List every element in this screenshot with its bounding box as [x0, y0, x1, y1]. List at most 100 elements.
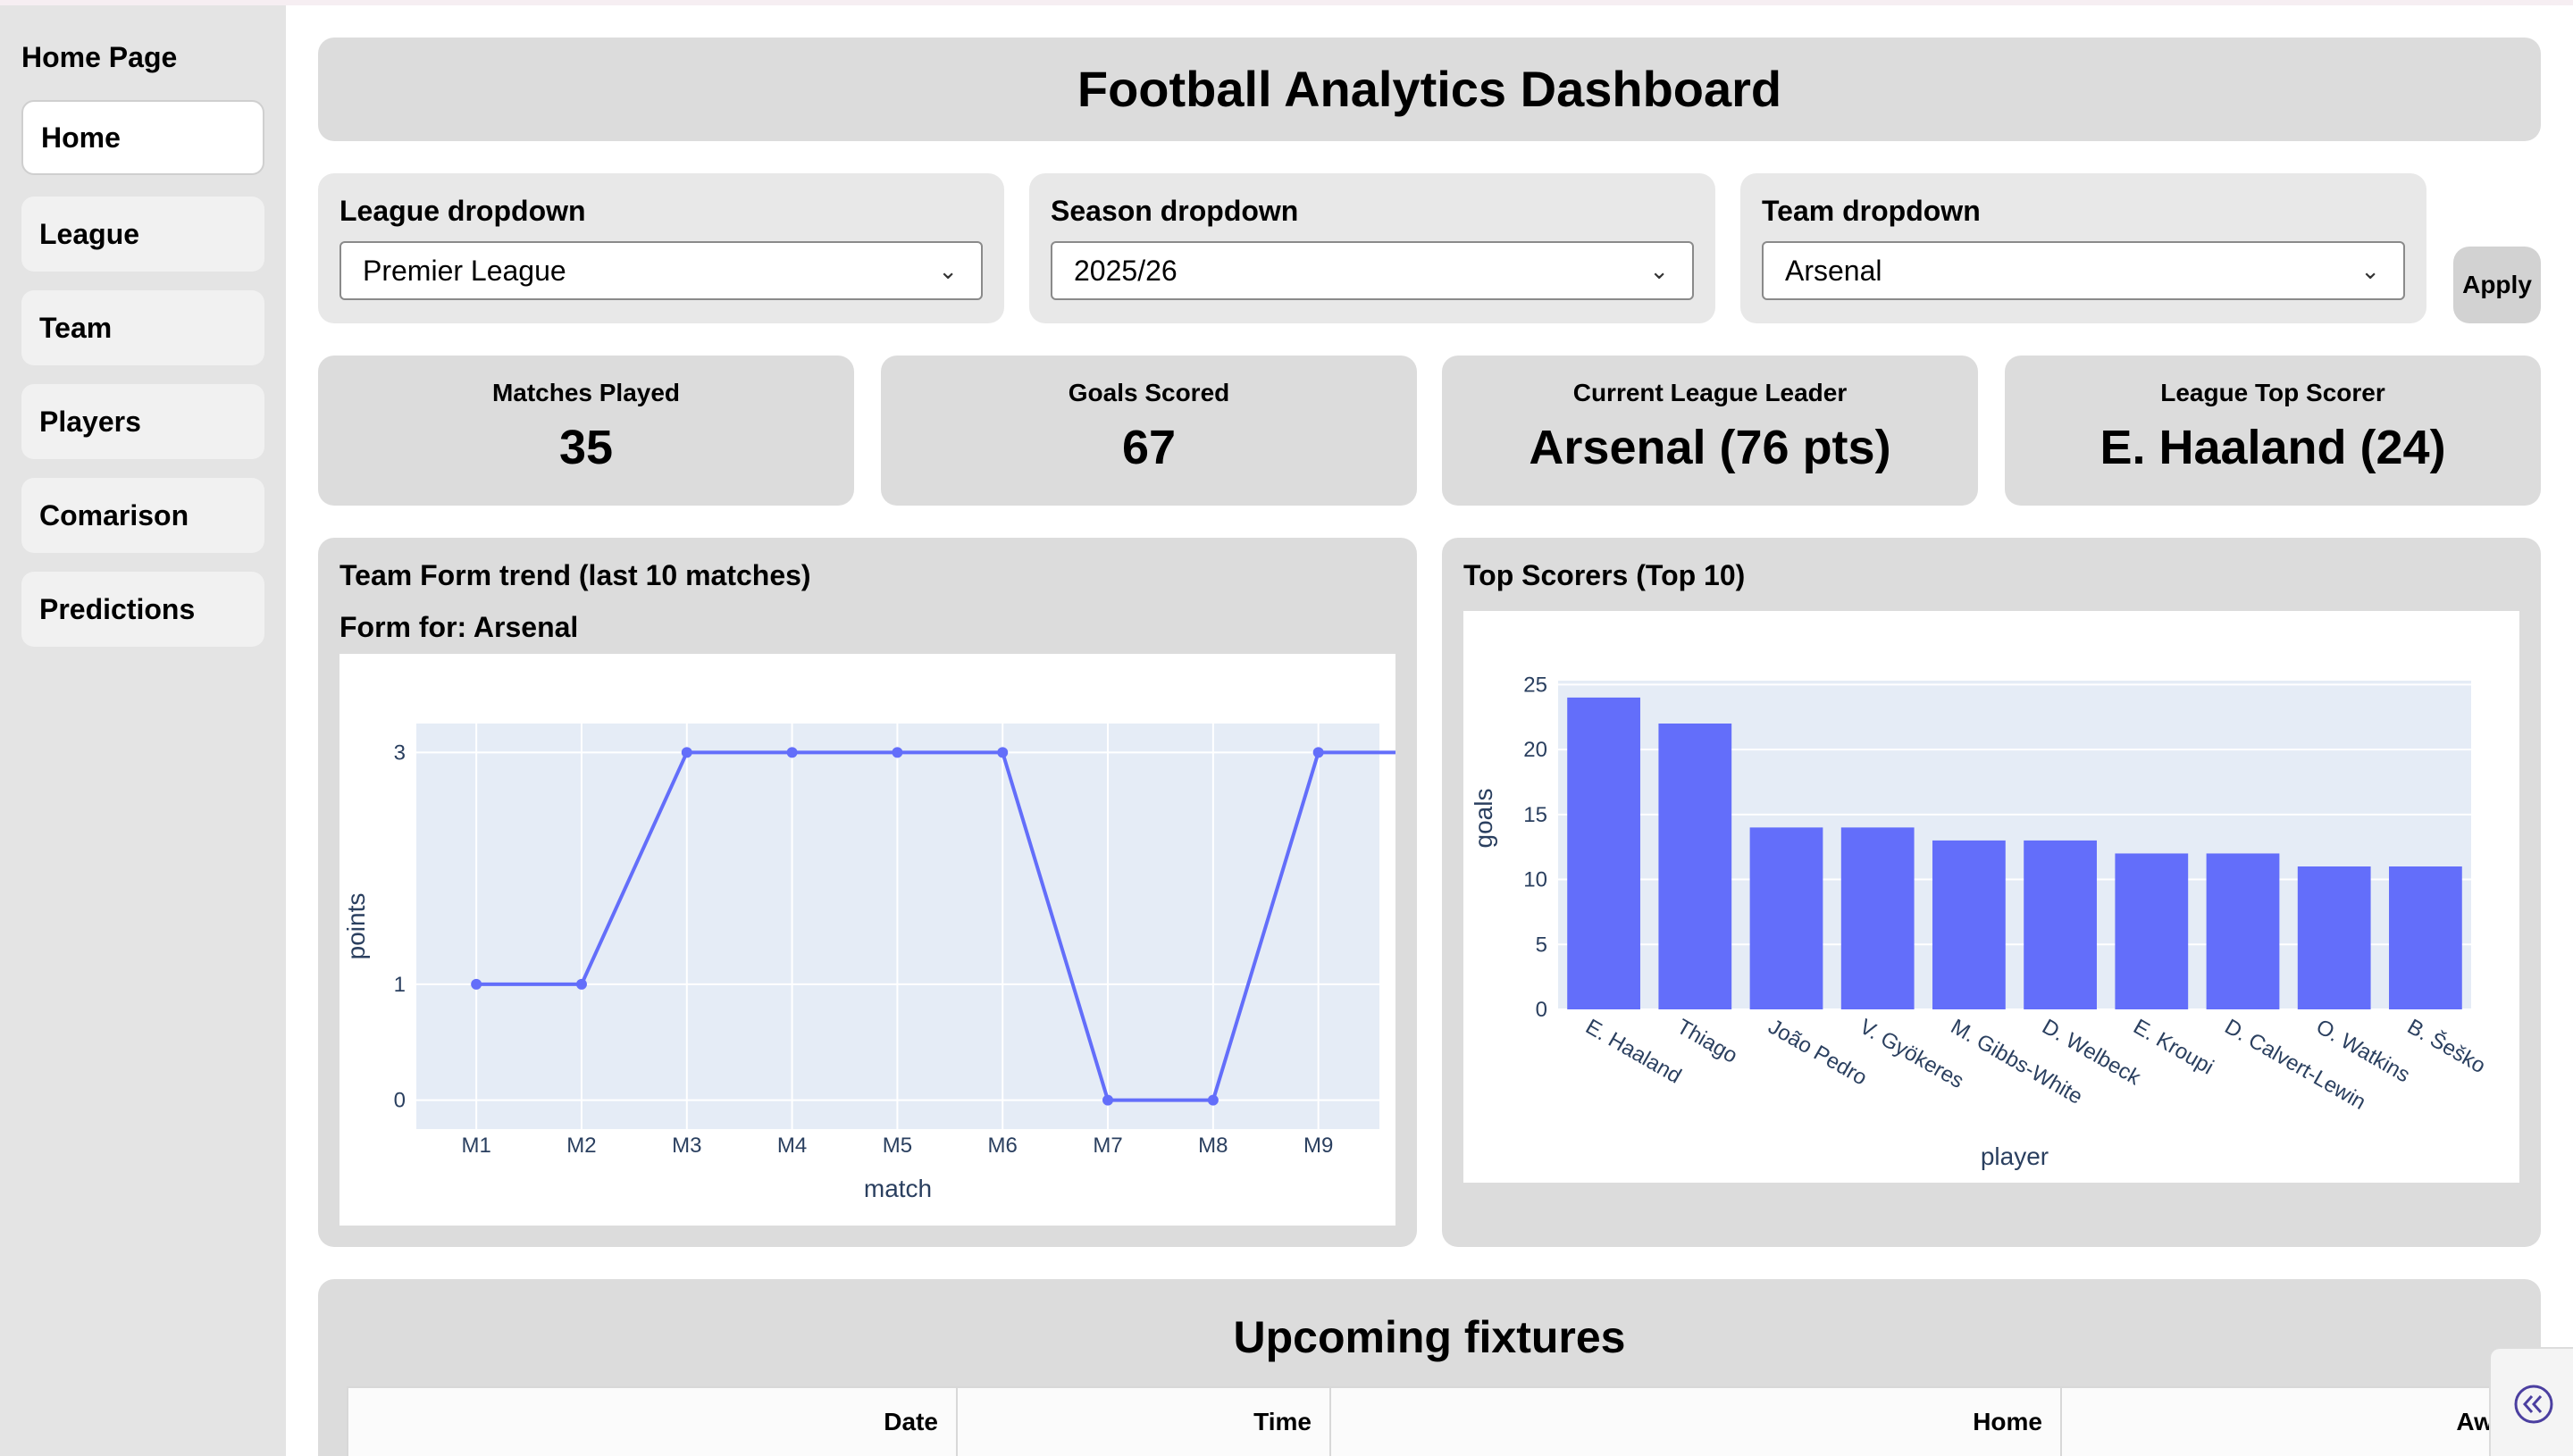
- scorers-chart-container: 0 5 10 15 20 25 E. Haaland Thiago João Pedro V. G…: [1463, 611, 2519, 1183]
- league-dropdown-label: League dropdown: [339, 195, 586, 227]
- team-form-title: Team Form trend (last 10 matches): [339, 559, 811, 591]
- x-tick-label: B. Šeško: [2403, 1014, 2490, 1078]
- y-tick-label: 20: [1523, 738, 1547, 762]
- x-tick-label: João Pedro: [1764, 1015, 1872, 1091]
- y-tick-label: 15: [1523, 803, 1547, 827]
- x-tick-label: M3: [672, 1134, 701, 1158]
- season-dropdown-value: 2025/26: [1074, 255, 1178, 287]
- x-axis-label: player: [1981, 1142, 2049, 1170]
- team-filter: Team dropdown Arsenal ⌄: [1740, 173, 2426, 323]
- kpi-card-goals: Goals Scored 67: [881, 356, 1417, 506]
- y-tick-label: 0: [1536, 998, 1547, 1022]
- scorer-bar: [1932, 840, 2006, 1009]
- y-tick-label: 3: [394, 741, 406, 765]
- team-dropdown-value: Arsenal: [1785, 255, 1882, 287]
- kpi-label: Goals Scored: [1068, 379, 1230, 406]
- column-header-date[interactable]: Date: [348, 1388, 958, 1456]
- form-data-point: [892, 747, 903, 758]
- column-header-time[interactable]: Time: [958, 1388, 1331, 1456]
- x-axis-label: match: [864, 1175, 932, 1202]
- form-data-point: [1207, 1094, 1219, 1106]
- scorer-bar: [2115, 853, 2189, 1009]
- team-form-panel: Team Form trend (last 10 matches) Form f…: [318, 538, 1445, 1247]
- sidebar-item-players[interactable]: Players: [21, 384, 264, 459]
- x-tick-label: M2: [566, 1134, 596, 1158]
- league-filter: League dropdown Premier League ⌄: [318, 173, 1004, 323]
- x-tick-label: M9: [1303, 1134, 1333, 1158]
- fixtures-table: Date Time Home Away: [347, 1386, 2541, 1456]
- kpi-value: E. Haaland (24): [2099, 421, 2446, 474]
- x-tick-label: M7: [1093, 1134, 1122, 1158]
- page-title: Football Analytics Dashboard: [1077, 61, 1782, 117]
- y-tick-label: 10: [1523, 868, 1547, 892]
- kpi-value: Arsenal (76 pts): [1529, 421, 1891, 474]
- chevron-down-icon: ⌄: [2360, 257, 2380, 284]
- y-tick-label: 5: [1536, 933, 1547, 957]
- scorer-bar: [1749, 827, 1823, 1009]
- x-tick-label: M4: [777, 1134, 807, 1158]
- season-filter: Season dropdown 2025/26 ⌄: [1029, 173, 1715, 323]
- title-panel: Football Analytics Dashboard: [318, 38, 2541, 141]
- form-data-point: [575, 978, 587, 990]
- chevron-down-icon: ⌄: [938, 257, 958, 284]
- form-chart-container: M1M2M3M4M5M6M7M8M9M10013matchpoints: [339, 654, 1445, 1226]
- form-data-point: [681, 747, 692, 758]
- form-series-line: [476, 750, 1424, 1102]
- column-header-away[interactable]: Away: [2062, 1388, 2539, 1456]
- column-header-home[interactable]: Home: [1331, 1388, 2062, 1456]
- scorer-bar: [2206, 853, 2280, 1009]
- fixtures-title: Upcoming fixtures: [1233, 1312, 1626, 1362]
- sidebar: Home Page Home League Team Players Comar…: [0, 5, 286, 1456]
- scorer-bar: [1567, 697, 1640, 1009]
- form-data-point: [471, 978, 482, 990]
- double-chevron-left-icon: [2514, 1385, 2553, 1424]
- season-dropdown-label: Season dropdown: [1051, 195, 1299, 227]
- kpi-card-matches: Matches Played 35: [318, 356, 854, 506]
- form-data-point: [1102, 1094, 1114, 1106]
- sidebar-item-team[interactable]: Team: [21, 290, 264, 365]
- y-tick-label: 1: [394, 973, 406, 997]
- kpi-label: Current League Leader: [1572, 379, 1848, 406]
- scorer-bar: [2389, 866, 2462, 1009]
- scorer-bar: [2024, 840, 2097, 1009]
- kpi-label: League Top Scorer: [2160, 379, 2385, 406]
- sidebar-item-predictions[interactable]: Predictions: [21, 572, 264, 647]
- collapse-sidebar-button[interactable]: [2489, 1347, 2573, 1456]
- scorer-bar: [1840, 827, 1915, 1009]
- kpi-card-top-scorer: League Top Scorer E. Haaland (24): [2005, 356, 2541, 506]
- sidebar-item-league[interactable]: League: [21, 197, 264, 272]
- season-dropdown[interactable]: 2025/26 ⌄: [1051, 241, 1694, 300]
- team-dropdown-label: Team dropdown: [1762, 195, 1981, 227]
- sidebar-item-home[interactable]: Home: [21, 100, 264, 175]
- form-data-point: [786, 747, 798, 758]
- chevron-down-icon: ⌄: [1649, 257, 1669, 284]
- x-tick-label: M6: [988, 1134, 1018, 1158]
- kpi-card-leader: Current League Leader Arsenal (76 pts): [1442, 356, 1978, 506]
- apply-button[interactable]: Apply: [2453, 247, 2541, 323]
- y-axis-label: points: [342, 893, 370, 960]
- form-data-point: [997, 747, 1009, 758]
- fixtures-panel: Upcoming fixtures Date Time Home Away: [318, 1279, 2541, 1456]
- scorer-bar: [2297, 866, 2371, 1009]
- sidebar-item-comparison[interactable]: Comarison: [21, 478, 264, 553]
- x-tick-label: M8: [1198, 1134, 1228, 1158]
- x-tick-label: M5: [883, 1134, 912, 1158]
- top-accent-line: [0, 0, 2573, 5]
- team-form-subtitle: Form for: Arsenal: [339, 611, 579, 643]
- kpi-label: Matches Played: [491, 379, 681, 406]
- league-dropdown[interactable]: Premier League ⌄: [339, 241, 983, 300]
- x-tick-label: M1: [461, 1134, 490, 1158]
- form-line-chart: M1M2M3M4M5M6M7M8M9M10013matchpoints: [342, 724, 1445, 1202]
- top-scorers-panel: Top Scorers (Top 10) 0 5 10 15 20 25 E. Haalan…: [1442, 538, 2541, 1247]
- kpi-value: 67: [1121, 421, 1177, 474]
- form-data-point: [1312, 747, 1324, 758]
- sidebar-title: Home Page: [21, 41, 178, 73]
- y-tick-label: 25: [1523, 673, 1547, 697]
- scorer-bar: [1658, 724, 1732, 1009]
- team-dropdown[interactable]: Arsenal ⌄: [1762, 241, 2405, 300]
- y-axis-label: goals: [1470, 789, 1497, 849]
- league-dropdown-value: Premier League: [363, 255, 566, 287]
- kpi-value: 35: [558, 421, 614, 474]
- top-scorers-title: Top Scorers (Top 10): [1463, 559, 1746, 591]
